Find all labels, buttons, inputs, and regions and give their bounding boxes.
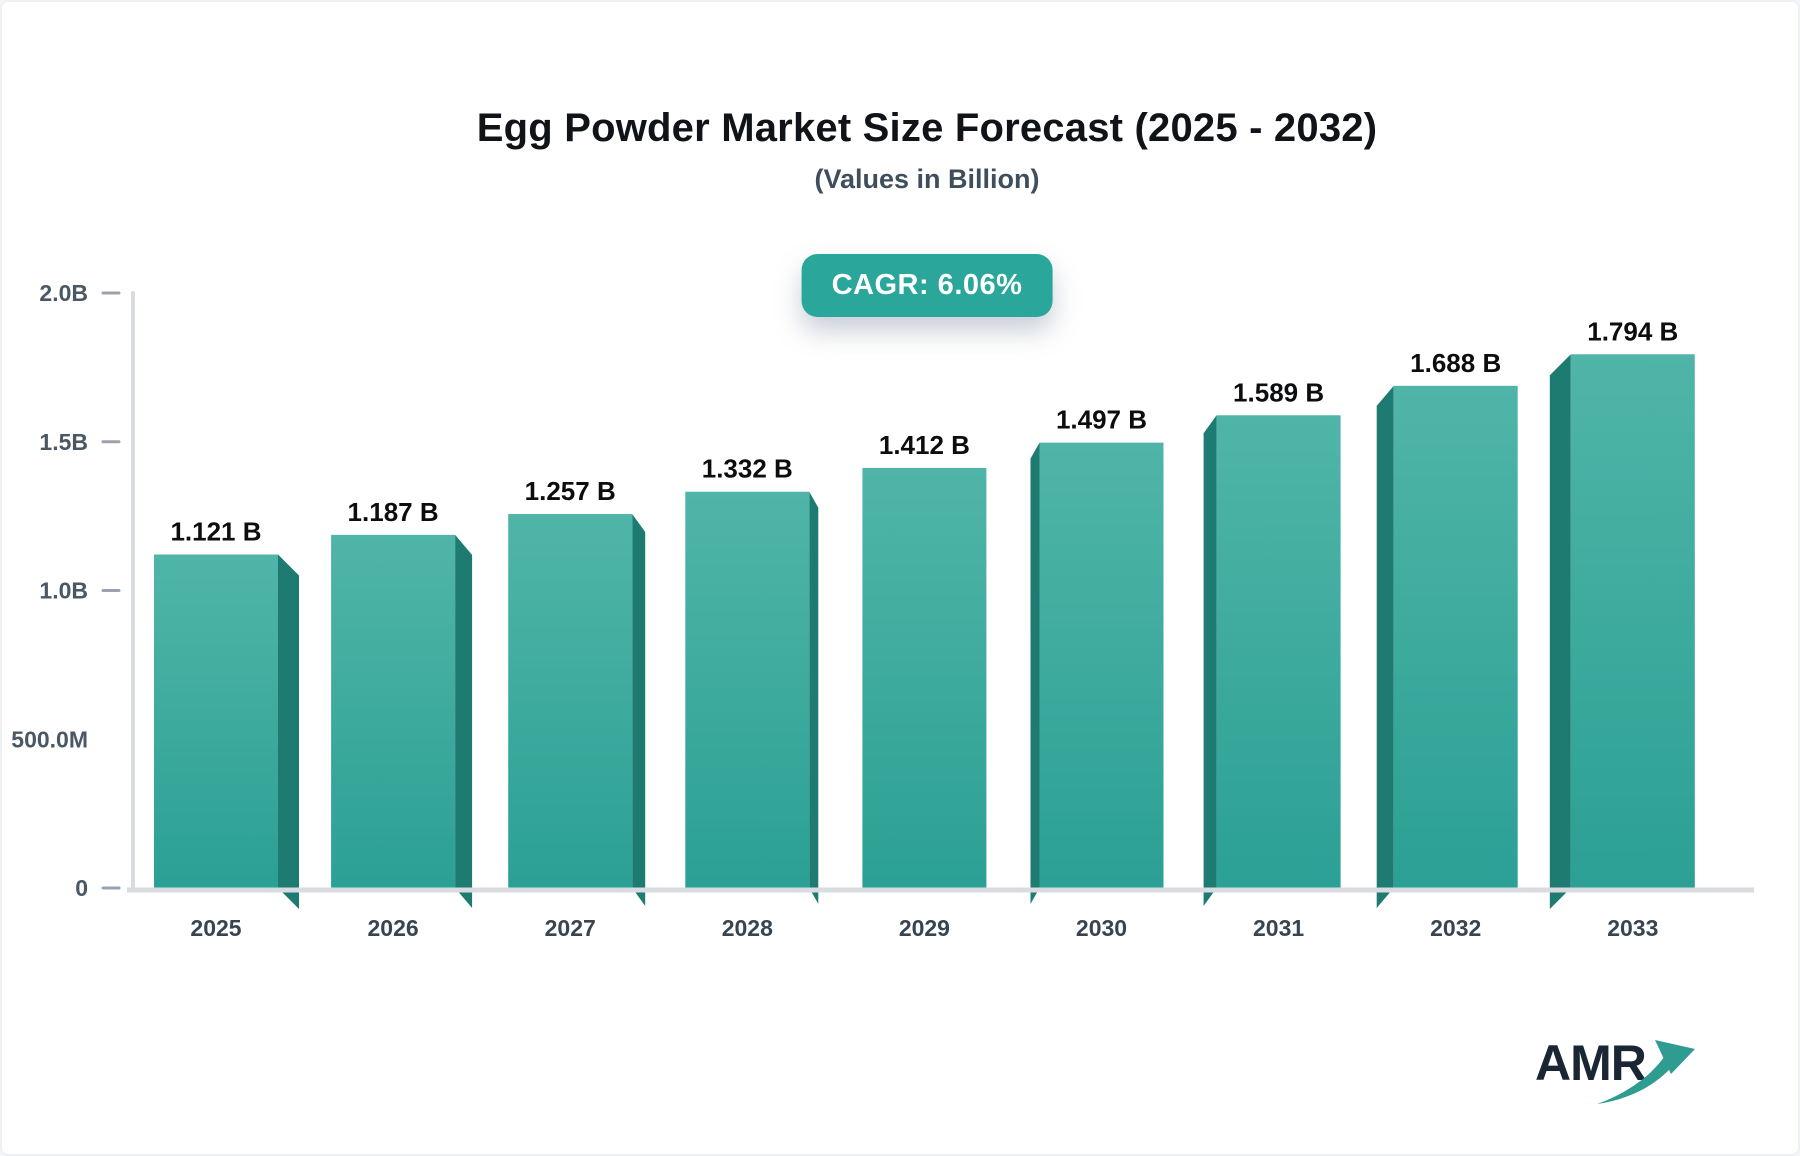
y-axis-label: 2.0B	[39, 280, 88, 306]
bar	[1393, 385, 1518, 888]
bar-value-label: 1.187 B	[348, 497, 439, 527]
bar-side-face	[278, 554, 299, 909]
bar	[331, 534, 456, 888]
bar	[154, 554, 278, 888]
chart-subtitle: (Values in Billion)	[814, 164, 1040, 194]
bar-value-label: 1.688 B	[1410, 348, 1501, 378]
x-axis-label: 2026	[368, 915, 419, 941]
cagr-badge-label: CAGR: 6.06%	[831, 269, 1023, 301]
bar-value-label: 1.497 B	[1056, 405, 1147, 435]
x-axis-label: 2029	[899, 915, 950, 941]
chart-title: Egg Powder Market Size Forecast (2025 - …	[476, 106, 1378, 150]
bar-value-label: 1.257 B	[525, 476, 616, 506]
bar-value-label: 1.794 B	[1587, 316, 1678, 346]
amr-logo-arrow-icon	[1597, 1040, 1695, 1104]
y-axis-label: 1.0B	[39, 578, 88, 604]
x-axis-label: 2032	[1430, 915, 1481, 941]
bar-side-face	[1549, 354, 1571, 909]
bar-side-face	[809, 491, 819, 904]
bar	[1570, 354, 1695, 888]
bar	[862, 467, 987, 888]
bar-value-label: 1.121 B	[170, 517, 261, 547]
y-axis-label: 0	[75, 875, 88, 901]
x-axis-label: 2028	[722, 915, 773, 941]
bar-value-label: 1.332 B	[702, 454, 793, 484]
x-axis-label: 2027	[545, 915, 596, 941]
amr-logo: AMR	[1535, 1038, 1715, 1114]
bar-side-face	[632, 514, 646, 906]
amr-logo-text: AMR	[1535, 1035, 1647, 1091]
bar	[1216, 415, 1341, 888]
bar	[685, 491, 810, 888]
bar-side-face	[1203, 415, 1217, 906]
bar-side-face	[455, 534, 473, 908]
x-axis-label: 2033	[1607, 915, 1658, 941]
bar	[508, 514, 633, 888]
cagr-badge: CAGR: 6.06%	[801, 254, 1053, 317]
bar-value-label: 1.589 B	[1233, 377, 1324, 407]
bar-side-face	[1376, 385, 1394, 908]
y-axis-label: 500.0M	[11, 726, 88, 752]
x-axis-label: 2025	[190, 915, 241, 941]
bar-value-label: 1.412 B	[879, 430, 970, 460]
x-axis-label: 2031	[1253, 915, 1304, 941]
bar	[1039, 442, 1164, 888]
bar-side-face	[1030, 442, 1040, 904]
x-axis-label: 2030	[1076, 915, 1127, 941]
y-axis-label: 1.5B	[39, 429, 88, 455]
